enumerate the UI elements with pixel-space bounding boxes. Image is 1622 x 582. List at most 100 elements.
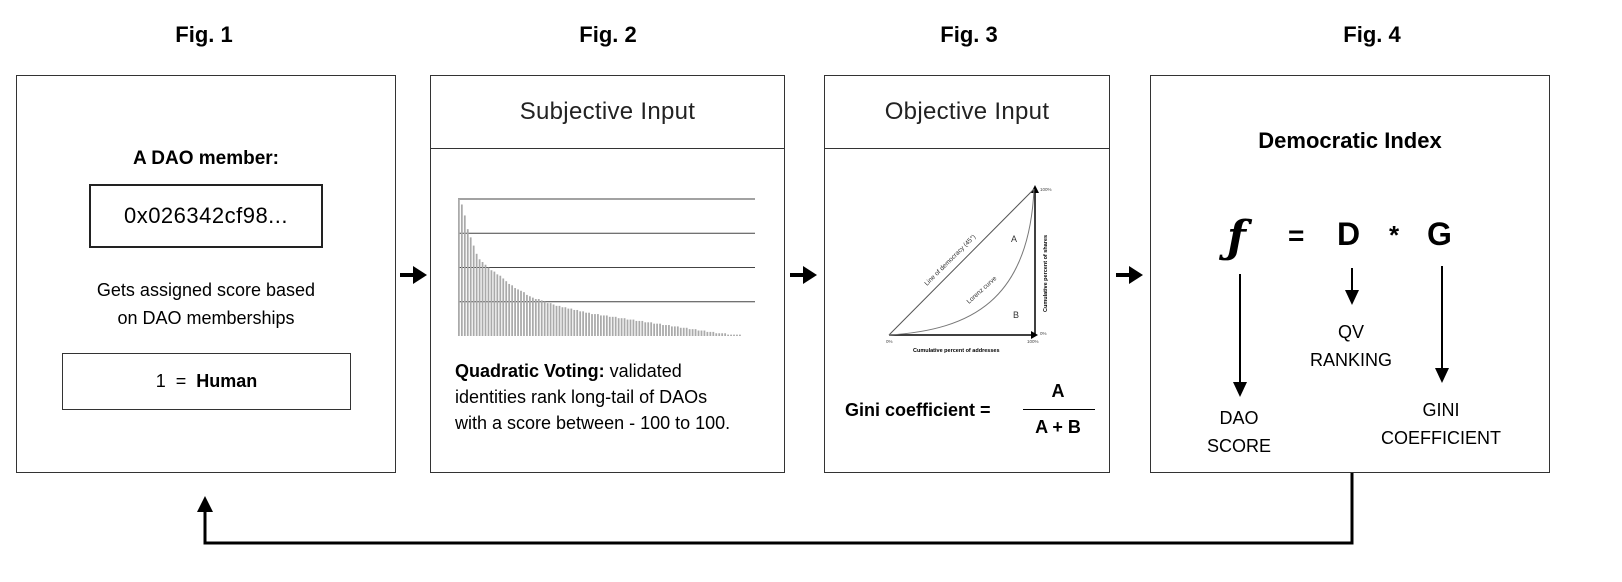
qv-text-line1: validated — [604, 361, 682, 381]
chart-bar — [730, 334, 732, 336]
chart-bar — [552, 304, 555, 336]
equals-symbol: = — [1288, 220, 1305, 251]
chart-bar — [567, 308, 570, 336]
score-desc-line2: on DAO memberships — [117, 308, 295, 328]
dao-line1: DAO — [1219, 408, 1259, 428]
chart-bar — [647, 322, 650, 336]
chart-bar — [632, 319, 635, 336]
score-desc-line1: Gets assigned score based — [96, 280, 316, 300]
chart-bar — [700, 330, 703, 336]
chart-bar — [555, 305, 558, 336]
chart-bar — [697, 330, 700, 336]
chart-bar — [739, 334, 741, 336]
chart-bar — [561, 307, 564, 336]
chart-bar — [591, 314, 593, 336]
eq-human: Human — [196, 371, 258, 391]
y-axis-label: Cumulative percent of shares — [1043, 235, 1049, 312]
chart-bar — [626, 319, 629, 336]
gini-label: Gini coefficient = — [845, 400, 991, 420]
chart-bar — [679, 327, 682, 336]
chart-bar — [736, 334, 738, 336]
chart-bar — [703, 330, 706, 336]
chart-bar — [623, 318, 626, 336]
y-axis-arrow — [1031, 185, 1039, 193]
chart-bar — [605, 315, 608, 336]
d-down-arrow-icon — [1345, 268, 1359, 305]
chart-bar — [608, 316, 611, 336]
chart-bar — [579, 311, 582, 336]
long-tail-bar-chart — [458, 198, 755, 336]
chart-bar — [676, 326, 679, 336]
chart-bar — [588, 312, 590, 336]
chart-bar — [460, 204, 463, 336]
wallet-address: 0x026342cf98... — [123, 203, 289, 228]
multiply-symbol: * — [1389, 220, 1400, 250]
democratic-index-heading: Democratic Index — [1258, 128, 1442, 153]
objective-input-header: Objective Input — [825, 76, 1109, 149]
chart-bar — [620, 318, 623, 336]
chart-bar — [469, 237, 472, 336]
eq-left: 1 — [155, 371, 166, 391]
chart-bar — [493, 271, 496, 336]
chart-bar — [520, 290, 522, 336]
chart-bar — [490, 270, 493, 336]
x0-label: 0% — [886, 339, 893, 344]
chart-bar — [617, 318, 620, 336]
chart-bar — [546, 303, 549, 336]
y100-label: 100% — [1040, 187, 1052, 192]
chart-bar — [496, 274, 499, 336]
region-a-label: A — [1011, 234, 1017, 244]
chart-bar — [688, 329, 691, 336]
eq-operator: = — [175, 371, 187, 391]
g-down-arrow-icon — [1435, 266, 1449, 383]
subjective-input-header: Subjective Input — [431, 76, 784, 149]
chart-bar — [611, 316, 614, 336]
chart-bar — [668, 325, 670, 336]
chart-bar — [656, 323, 658, 336]
d-symbol: D — [1337, 216, 1361, 252]
chart-bar — [564, 307, 567, 336]
chart-bar — [653, 323, 656, 336]
gini-formula: Gini coefficient = A A + B — [845, 381, 1105, 441]
chart-bar — [517, 289, 519, 336]
chart-bar — [463, 215, 466, 336]
qv-text-line2: identities rank long-tail of DAOs — [455, 387, 708, 407]
quadratic-voting-text: Quadratic Voting: validated identities r… — [455, 358, 780, 436]
chart-bar — [558, 305, 561, 336]
chart-bar — [709, 331, 712, 336]
arrow-right-icon — [400, 266, 427, 284]
chart-bar — [727, 334, 729, 336]
chart-bar — [502, 278, 505, 336]
gini-numerator: A — [1051, 381, 1065, 401]
chart-bar — [641, 320, 644, 336]
chart-bar — [531, 297, 534, 336]
chart-bar — [665, 325, 667, 336]
chart-bar — [597, 314, 599, 336]
fraction-bar — [1023, 409, 1095, 410]
chart-bar — [537, 299, 540, 336]
fig3-panel: Objective Input Line of democracy (45°) … — [824, 75, 1110, 473]
human-equation-box: 1 = Human — [62, 353, 351, 410]
qv-line2: RANKING — [1309, 350, 1392, 370]
chart-bar — [505, 281, 508, 336]
chart-bar — [508, 283, 511, 336]
chart-bar — [585, 312, 587, 336]
chart-bar — [526, 294, 528, 336]
chart-bar — [644, 322, 647, 336]
chart-bar — [549, 303, 552, 336]
x-axis-arrow — [1031, 331, 1038, 339]
gini-coefficient-label: GINI COEFFICIENT — [1361, 396, 1521, 452]
chart-bar — [481, 262, 484, 336]
address-box: 0x026342cf98... — [89, 184, 323, 248]
chart-bar — [487, 267, 490, 336]
dao-score-label: DAO SCORE — [1179, 404, 1299, 460]
chart-bar — [543, 301, 546, 336]
chart-bar — [650, 322, 653, 336]
chart-bar — [694, 329, 697, 336]
chart-bar — [671, 326, 673, 336]
fig4-panel: Democratic Index ƒ = D * G QV RANKING DA… — [1150, 75, 1550, 473]
lorenz-curve — [888, 188, 1035, 336]
chart-bar — [576, 309, 579, 336]
chart-bar — [594, 314, 596, 336]
fig1-title: Fig. 1 — [175, 22, 233, 47]
